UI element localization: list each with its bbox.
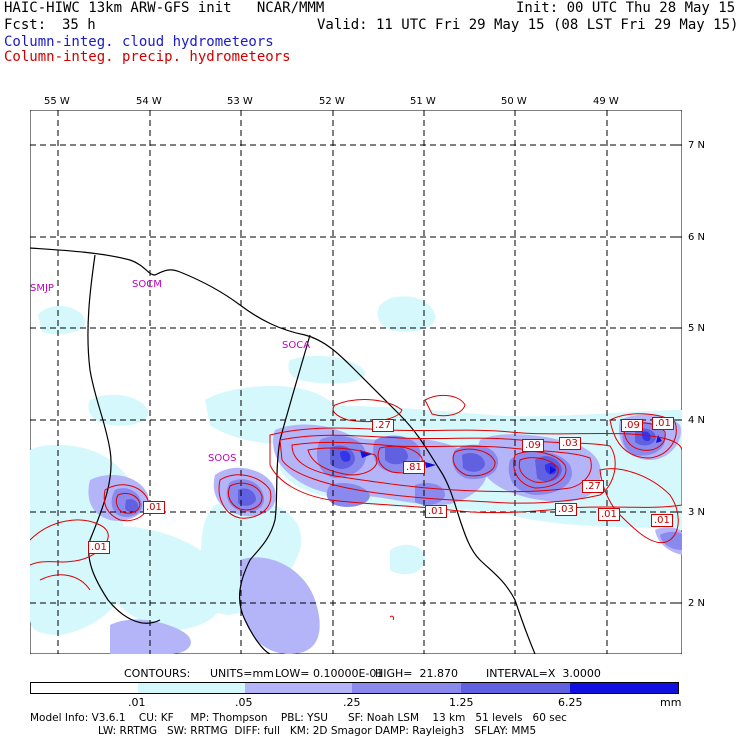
plot-title: HAIC-HIWC 13km ARW-GFS init NCAR/MMM [4,0,325,16]
coastline [30,247,536,654]
color-scale-bar [30,682,679,694]
scale-tick: 1.25 [449,696,474,709]
forecast-hour: 35 h [62,17,96,33]
lat-label-6n: 6 N [688,232,706,243]
contour-label: .01 [598,508,620,521]
site-label-soca: SOCA [282,340,311,351]
contour-label: .01 [651,514,673,527]
lat-label-3n: 3 N [688,507,706,518]
lon-label-50w: 50 W [501,96,527,107]
scale-tick: .05 [235,696,253,709]
model-info-line-2: LW: RRTMG SW: RRTMG DIFF: full KM: 2D Sm… [98,725,537,737]
init-time: Init: 00 UTC Thu 28 May 15 [516,0,736,16]
site-label-smjp: SMJP [30,283,54,294]
contour-info-interval: INTERVAL=X 3.0000 [486,667,601,680]
contour-label: .03 [555,503,577,516]
lon-label-54w: 54 W [136,96,162,107]
lat-label-2n: 2 N [688,598,706,609]
scale-tick: .25 [343,696,361,709]
forecast-label: Fcst: [4,17,47,33]
contour-label: .01 [425,505,447,518]
scale-bin-1 [138,683,245,693]
valid-time: Valid: 11 UTC Fri 29 May 15 (08 LST Fri … [317,17,739,33]
lon-label-49w: 49 W [593,96,619,107]
scale-bin-4 [461,683,570,693]
lat-label-5n: 5 N [688,323,706,334]
scale-bin-3 [352,683,461,693]
lat-label-7n: 7 N [688,140,706,151]
contour-label: .01 [143,501,165,514]
field-cloud-label: Column-integ. cloud hydrometeors [4,34,274,50]
lon-label-55w: 55 W [44,96,70,107]
contour-label: .27 [582,480,604,493]
contour-label: .09 [522,439,544,452]
contour-label: .01 [652,417,674,430]
contour-info-low: LOW= 0.10000E-01 [275,667,384,680]
contour-label: .03 [559,437,581,450]
contour-label: .01 [88,541,110,554]
lon-label-52w: 52 W [319,96,345,107]
forecast-map [30,110,682,654]
lat-lon-grid [30,110,682,654]
scale-tick: 6.25 [558,696,583,709]
lon-label-53w: 53 W [227,96,253,107]
contour-info-contours: CONTOURS: [124,667,191,680]
lon-label-51w: 51 W [410,96,436,107]
model-info-line-1: Model Info: V3.6.1 CU: KF MP: Thompson P… [30,712,567,724]
contour-info-high: HIGH= 21.870 [375,667,459,680]
scale-bin-5 [570,683,678,693]
scale-bin-2 [245,683,352,693]
scale-tick: .01 [128,696,146,709]
contour-label: .09 [621,419,643,432]
contour-info-units: UNITS=mm [210,667,274,680]
site-label-soos: SOOS [208,453,237,464]
lat-label-4n: 4 N [688,415,706,426]
axis-ticks [675,144,682,604]
scale-units: mm [660,696,682,709]
field-precip-label: Column-integ. precip. hydrometeors [4,49,291,65]
site-label-socm: SOCM [132,279,162,290]
contour-label: .27 [372,419,394,432]
contour-label: .81 [403,461,425,474]
scale-bin-0 [31,683,138,693]
